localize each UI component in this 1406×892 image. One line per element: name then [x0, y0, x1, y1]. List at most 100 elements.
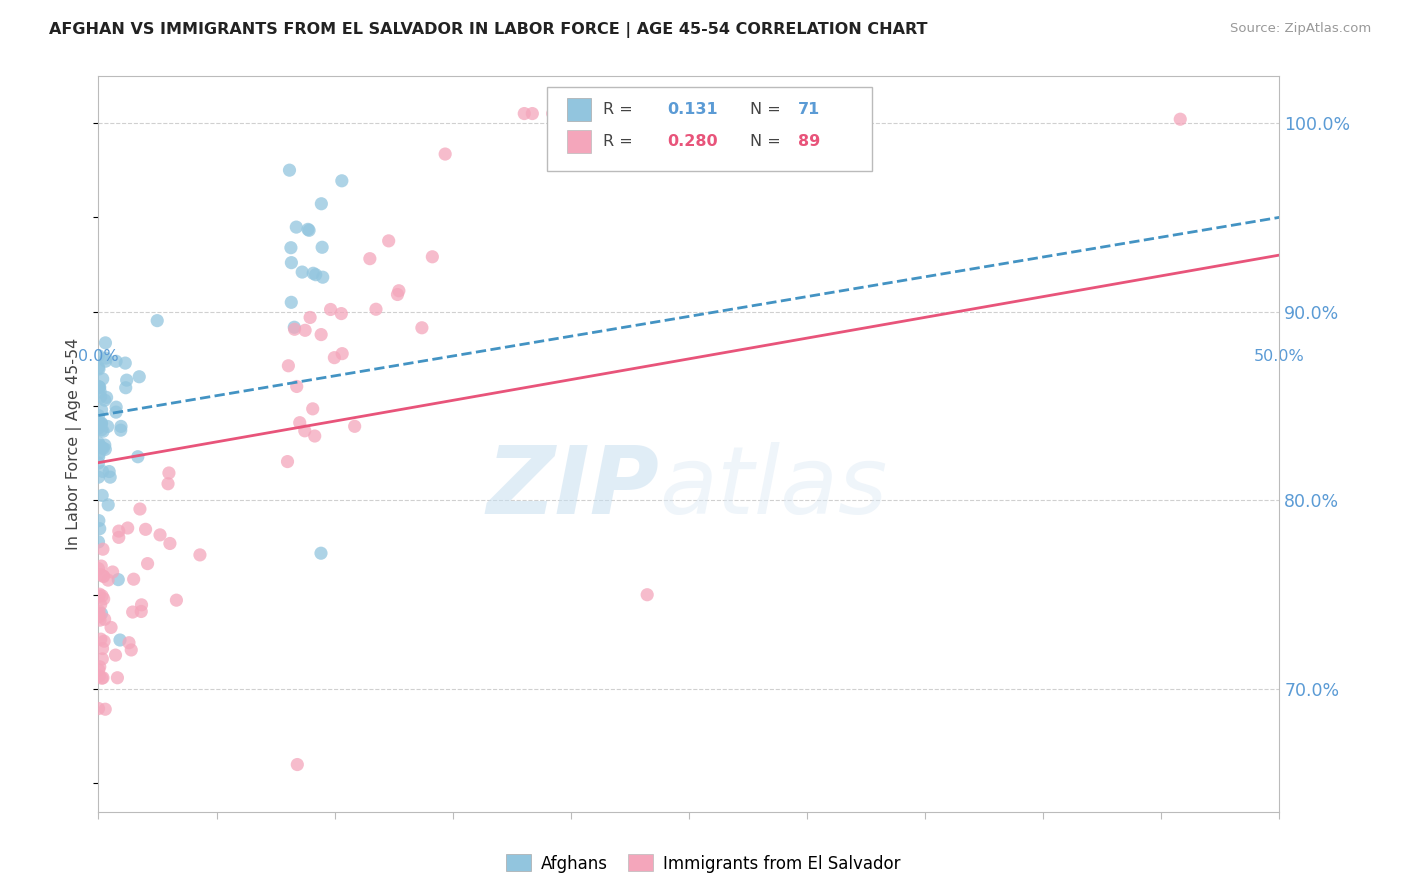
Point [93, 591, 115, 606]
Point [89, 522, 111, 536]
Point [91, 424, 114, 438]
Point [87, 663, 110, 677]
Point [665, 106, 688, 120]
Point [87, 561, 110, 575]
Point [91, 542, 114, 557]
Point [108, 633, 131, 648]
Point [188, 548, 211, 562]
Point [550, 106, 572, 120]
Point [87, 421, 110, 435]
Point [159, 536, 181, 550]
Point [110, 423, 132, 437]
Point [1168, 112, 1191, 127]
Point [91, 372, 114, 386]
Point [522, 106, 544, 120]
Point [129, 604, 152, 618]
Point [91, 464, 114, 478]
Point [87, 456, 110, 470]
Point [364, 302, 387, 317]
Point [90, 671, 112, 685]
Point [91, 652, 114, 666]
Point [434, 147, 457, 161]
Point [91, 641, 114, 656]
Point [298, 223, 321, 237]
Point [89, 613, 111, 627]
Text: N =: N = [751, 103, 782, 117]
Point [283, 322, 305, 336]
Point [87, 435, 110, 450]
Point [91, 589, 114, 603]
Point [330, 174, 353, 188]
Point [94, 702, 117, 716]
Point [87, 701, 110, 715]
Point [89, 417, 111, 431]
Point [763, 106, 786, 120]
Point [387, 287, 409, 301]
Text: R =: R = [603, 134, 633, 149]
Point [299, 310, 322, 325]
Point [285, 379, 308, 393]
Point [297, 222, 319, 236]
Point [90, 567, 112, 582]
Point [121, 605, 143, 619]
Point [97, 498, 120, 512]
Point [89, 380, 111, 394]
Point [107, 671, 129, 685]
Point [97, 573, 120, 587]
Point [721, 106, 744, 120]
Point [117, 521, 139, 535]
Y-axis label: In Labor Force | Age 45-54: In Labor Force | Age 45-54 [66, 338, 83, 549]
Point [280, 241, 302, 255]
Point [107, 530, 129, 544]
Point [513, 106, 536, 120]
Point [276, 454, 298, 468]
Text: ZIP: ZIP [486, 442, 659, 534]
Text: 0.280: 0.280 [668, 134, 718, 149]
Point [283, 320, 305, 334]
Text: 0.0%: 0.0% [79, 349, 118, 364]
Point [685, 106, 707, 120]
Point [104, 648, 127, 662]
Point [388, 284, 411, 298]
Point [89, 609, 111, 624]
Point [302, 266, 325, 280]
Point [93, 569, 115, 583]
Point [288, 416, 311, 430]
Point [89, 660, 111, 674]
Point [89, 438, 111, 452]
Point [420, 250, 443, 264]
Point [305, 268, 328, 282]
Point [343, 419, 366, 434]
Point [118, 636, 141, 650]
FancyBboxPatch shape [547, 87, 872, 171]
Point [309, 546, 332, 560]
Point [96, 391, 118, 405]
Point [91, 569, 114, 583]
Point [90, 632, 112, 647]
Point [93, 612, 115, 626]
Legend: Afghans, Immigrants from El Salvador: Afghans, Immigrants from El Salvador [499, 847, 907, 880]
Point [90, 559, 112, 574]
Point [128, 369, 150, 384]
Text: R =: R = [603, 103, 633, 117]
Point [90, 598, 112, 612]
Point [94, 393, 117, 408]
Point [87, 470, 110, 484]
Point [91, 488, 114, 502]
Point [110, 419, 132, 434]
Point [311, 196, 333, 211]
Point [87, 360, 110, 375]
Point [87, 589, 110, 603]
Point [114, 381, 136, 395]
Point [278, 163, 301, 178]
Point [129, 502, 152, 516]
Point [91, 671, 114, 685]
Text: atlas: atlas [659, 442, 887, 533]
FancyBboxPatch shape [567, 129, 591, 153]
Point [146, 313, 169, 327]
Point [319, 302, 342, 317]
Point [120, 643, 142, 657]
Text: AFGHAN VS IMMIGRANTS FROM EL SALVADOR IN LABOR FORCE | AGE 45-54 CORRELATION CHA: AFGHAN VS IMMIGRANTS FROM EL SALVADOR IN… [49, 22, 928, 38]
Point [304, 429, 326, 443]
Point [90, 607, 112, 621]
